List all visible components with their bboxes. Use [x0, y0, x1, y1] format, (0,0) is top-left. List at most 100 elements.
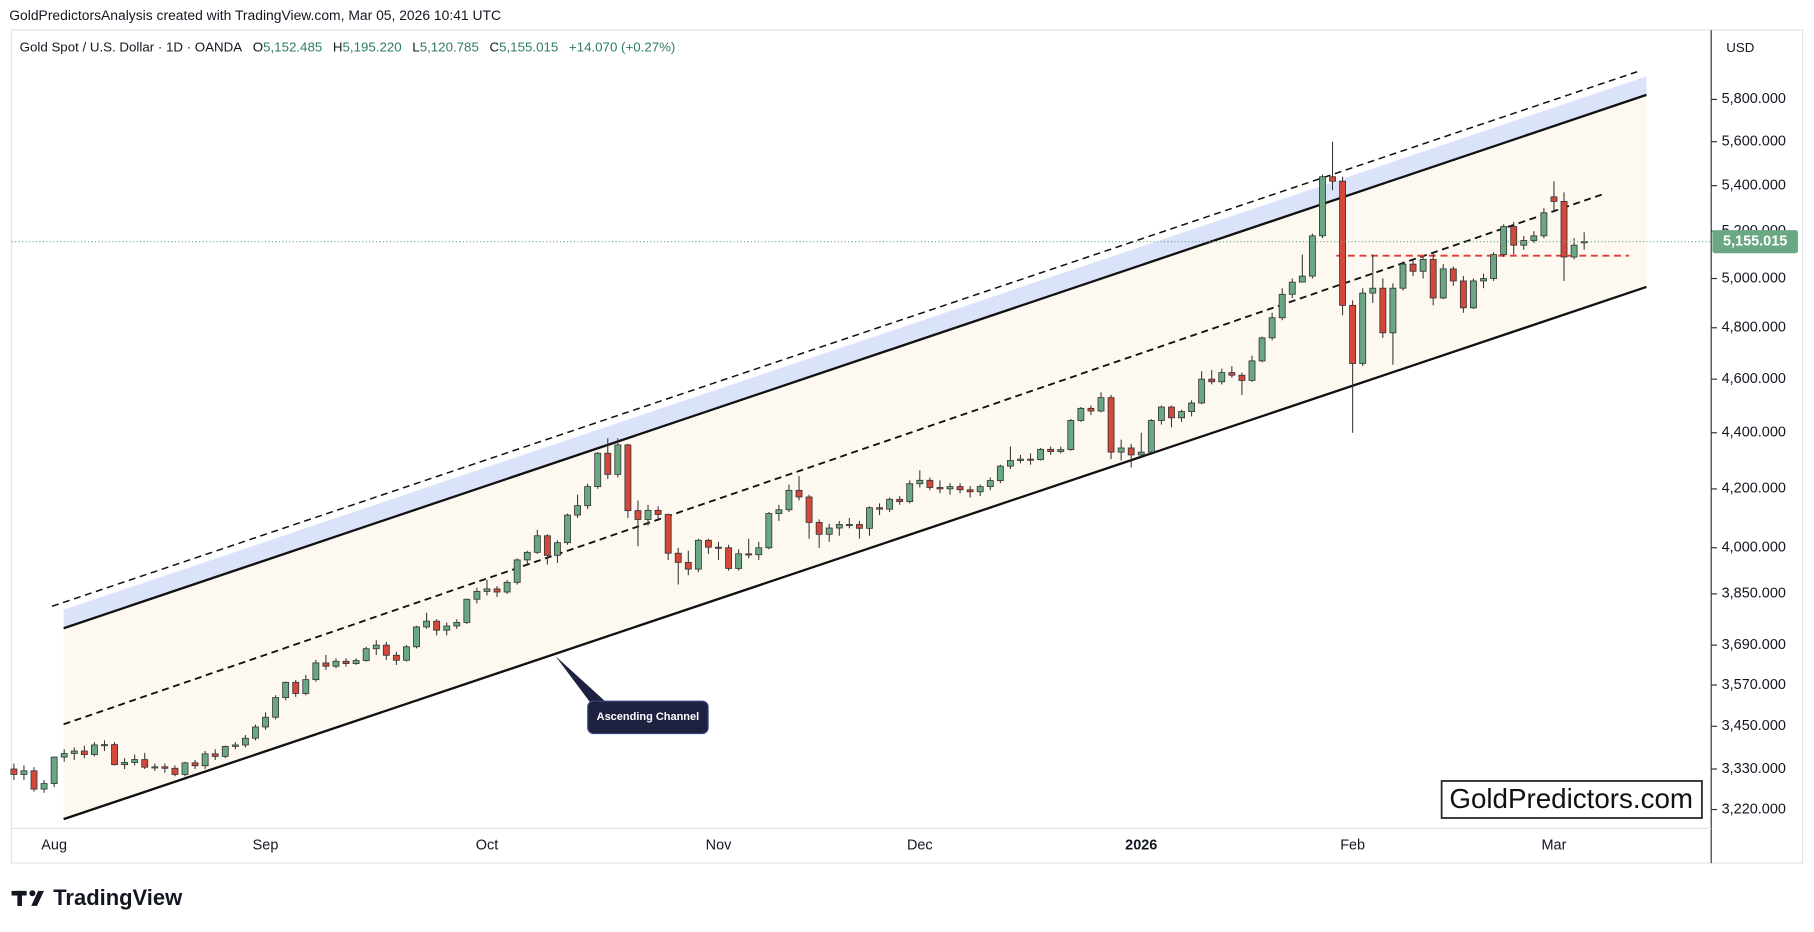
candle-body — [252, 726, 259, 739]
candle-body — [644, 509, 652, 520]
legend-value: 5,155.015 — [499, 39, 558, 54]
candle-body — [1439, 268, 1447, 299]
candle-body — [684, 561, 692, 570]
logo-icon — [11, 890, 44, 906]
candle-body — [906, 483, 914, 503]
candle-body — [1027, 458, 1034, 461]
candle-body — [1137, 451, 1145, 456]
legend-key: H — [333, 39, 343, 54]
candle-body — [1268, 317, 1276, 339]
candle-body — [1067, 420, 1075, 451]
chart-root: GoldPredictorsAnalysis created with Trad… — [9, 7, 1804, 910]
candle-body — [292, 681, 300, 694]
candle-body — [60, 753, 68, 758]
candle-body — [543, 535, 551, 556]
legend-key: C — [489, 39, 499, 54]
legend-value: 5,120.785 — [420, 39, 479, 54]
legend-line: Gold Spot / U.S. Dollar · 1D · OANDA O5,… — [20, 39, 676, 54]
candle-body — [382, 644, 390, 656]
candle-body — [1409, 263, 1417, 272]
candle-body — [604, 452, 612, 475]
y-tick-label: 5,400.000 — [1722, 177, 1786, 193]
candle-body — [1278, 293, 1286, 319]
candle-body — [10, 768, 18, 775]
x-tick-label: Nov — [706, 838, 732, 854]
candle-body — [1047, 448, 1055, 452]
candle-body — [211, 753, 219, 757]
candle-body — [101, 744, 108, 747]
candle-body — [1168, 406, 1175, 419]
candle-body — [1308, 235, 1316, 277]
candle-body — [352, 660, 360, 664]
candle-body — [584, 486, 592, 507]
candle-body — [111, 744, 118, 766]
candle-body — [705, 539, 712, 548]
x-tick-label: Sep — [253, 838, 279, 854]
candle-body — [1208, 378, 1216, 383]
candle-body — [1228, 372, 1236, 376]
candle-body — [90, 744, 98, 755]
candle-body — [896, 498, 904, 503]
x-tick-label: Oct — [476, 838, 498, 854]
candle-body — [1157, 406, 1165, 421]
candle-body — [876, 507, 883, 510]
candle-body — [413, 626, 420, 648]
candle-body — [493, 588, 501, 593]
y-tick-label: 5,000.000 — [1722, 270, 1786, 286]
y-tick-label: 4,800.000 — [1722, 320, 1786, 336]
candle-body — [1359, 292, 1367, 364]
candle-body — [775, 509, 783, 514]
candle-body — [554, 542, 561, 556]
candle-body — [272, 697, 280, 718]
candle-body — [1449, 268, 1457, 282]
candle-body — [1319, 176, 1326, 237]
candle-body — [664, 514, 672, 554]
axes: 3,220.000 3,330.000 3,450.000 3,570.000 3,69… — [11, 91, 1798, 854]
candle-body — [1107, 397, 1115, 453]
candle-body — [856, 524, 863, 529]
candle-body — [1288, 281, 1296, 295]
candle-body — [735, 553, 743, 569]
candle-body — [815, 522, 823, 535]
candle-body — [1178, 411, 1185, 419]
legend-key: O — [253, 39, 263, 54]
candle-body — [926, 479, 934, 488]
candle-body — [1147, 420, 1155, 453]
candle-body — [503, 581, 511, 593]
candle-body — [986, 480, 994, 488]
candle-body — [1490, 254, 1497, 279]
x-tick-label: Aug — [41, 838, 67, 854]
watermark: GoldPredictors.com — [1449, 783, 1693, 814]
candle-body — [443, 625, 451, 631]
y-tick-label: 5,800.000 — [1722, 91, 1786, 107]
candle-body — [322, 662, 330, 667]
candle-body — [624, 444, 632, 512]
x-tick-label: Dec — [907, 838, 933, 854]
candle-body — [916, 479, 924, 485]
y-tick-label: 3,690.000 — [1722, 637, 1786, 653]
candle-body — [1017, 458, 1024, 461]
candle-body — [996, 465, 1004, 482]
candle-body — [40, 783, 48, 790]
candle-body — [221, 745, 229, 757]
candle-body — [654, 509, 662, 515]
legend-value: 5,152.485 — [263, 39, 322, 54]
candle-body — [1258, 337, 1266, 362]
candle-body — [433, 620, 441, 631]
candle-body — [513, 559, 521, 583]
candle-body — [1369, 287, 1377, 294]
candle-body — [473, 590, 481, 600]
candle-body — [423, 620, 430, 628]
candle-body — [131, 759, 139, 763]
candle-body — [634, 510, 642, 520]
annotation-box — [587, 700, 709, 735]
candle-body — [574, 505, 581, 516]
candle-body — [20, 770, 28, 775]
candle-body — [453, 622, 461, 627]
candle-body — [1188, 402, 1196, 412]
annotation-pointer — [555, 656, 607, 703]
candle-body — [70, 750, 78, 754]
x-tick-label: 2026 — [1125, 838, 1157, 854]
legend-key: L — [412, 39, 419, 54]
